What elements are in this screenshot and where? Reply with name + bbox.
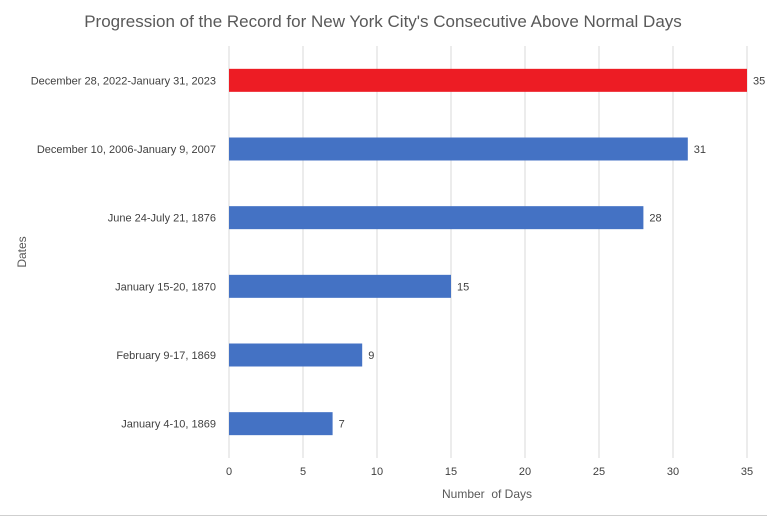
chart-title: Progression of the Record for New York C… <box>84 12 682 31</box>
data-label: 7 <box>339 419 345 431</box>
x-tick-label: 10 <box>371 466 383 478</box>
data-label: 28 <box>649 213 661 225</box>
bottom-border <box>0 515 767 516</box>
bar <box>229 343 363 367</box>
bar <box>229 274 451 298</box>
bar <box>229 68 747 92</box>
bar <box>229 137 688 161</box>
gridlines <box>228 46 748 458</box>
x-tick-label: 15 <box>445 466 457 478</box>
category-label: February 9-17, 1869 <box>116 350 216 362</box>
category-label: January 15-20, 1870 <box>115 281 216 293</box>
category-labels: December 28, 2022-January 31, 2023 Decemb… <box>31 75 216 430</box>
data-label: 35 <box>753 75 765 87</box>
bar <box>229 206 644 230</box>
x-tick-label: 30 <box>667 466 679 478</box>
data-label: 9 <box>368 350 374 362</box>
category-label: December 28, 2022-January 31, 2023 <box>31 75 216 87</box>
category-label: January 4-10, 1869 <box>121 419 216 431</box>
data-label: 31 <box>694 144 706 156</box>
bar <box>229 412 333 436</box>
x-tick-label: 0 <box>226 466 232 478</box>
y-axis-title: Dates <box>15 236 29 267</box>
x-tick-label: 5 <box>300 466 306 478</box>
x-tick-label: 25 <box>593 466 605 478</box>
category-label: December 10, 2006-January 9, 2007 <box>37 144 216 156</box>
category-label: June 24-July 21, 1876 <box>108 213 216 225</box>
bars <box>229 68 747 436</box>
x-axis-title: Number of Days <box>442 487 532 501</box>
x-tick-label: 20 <box>519 466 531 478</box>
value-labels: 35 31 28 15 9 7 <box>339 75 766 430</box>
x-tick-labels: 0 5 10 15 20 25 30 35 <box>226 466 753 478</box>
x-tick-label: 35 <box>741 466 753 478</box>
data-label: 15 <box>457 281 469 293</box>
